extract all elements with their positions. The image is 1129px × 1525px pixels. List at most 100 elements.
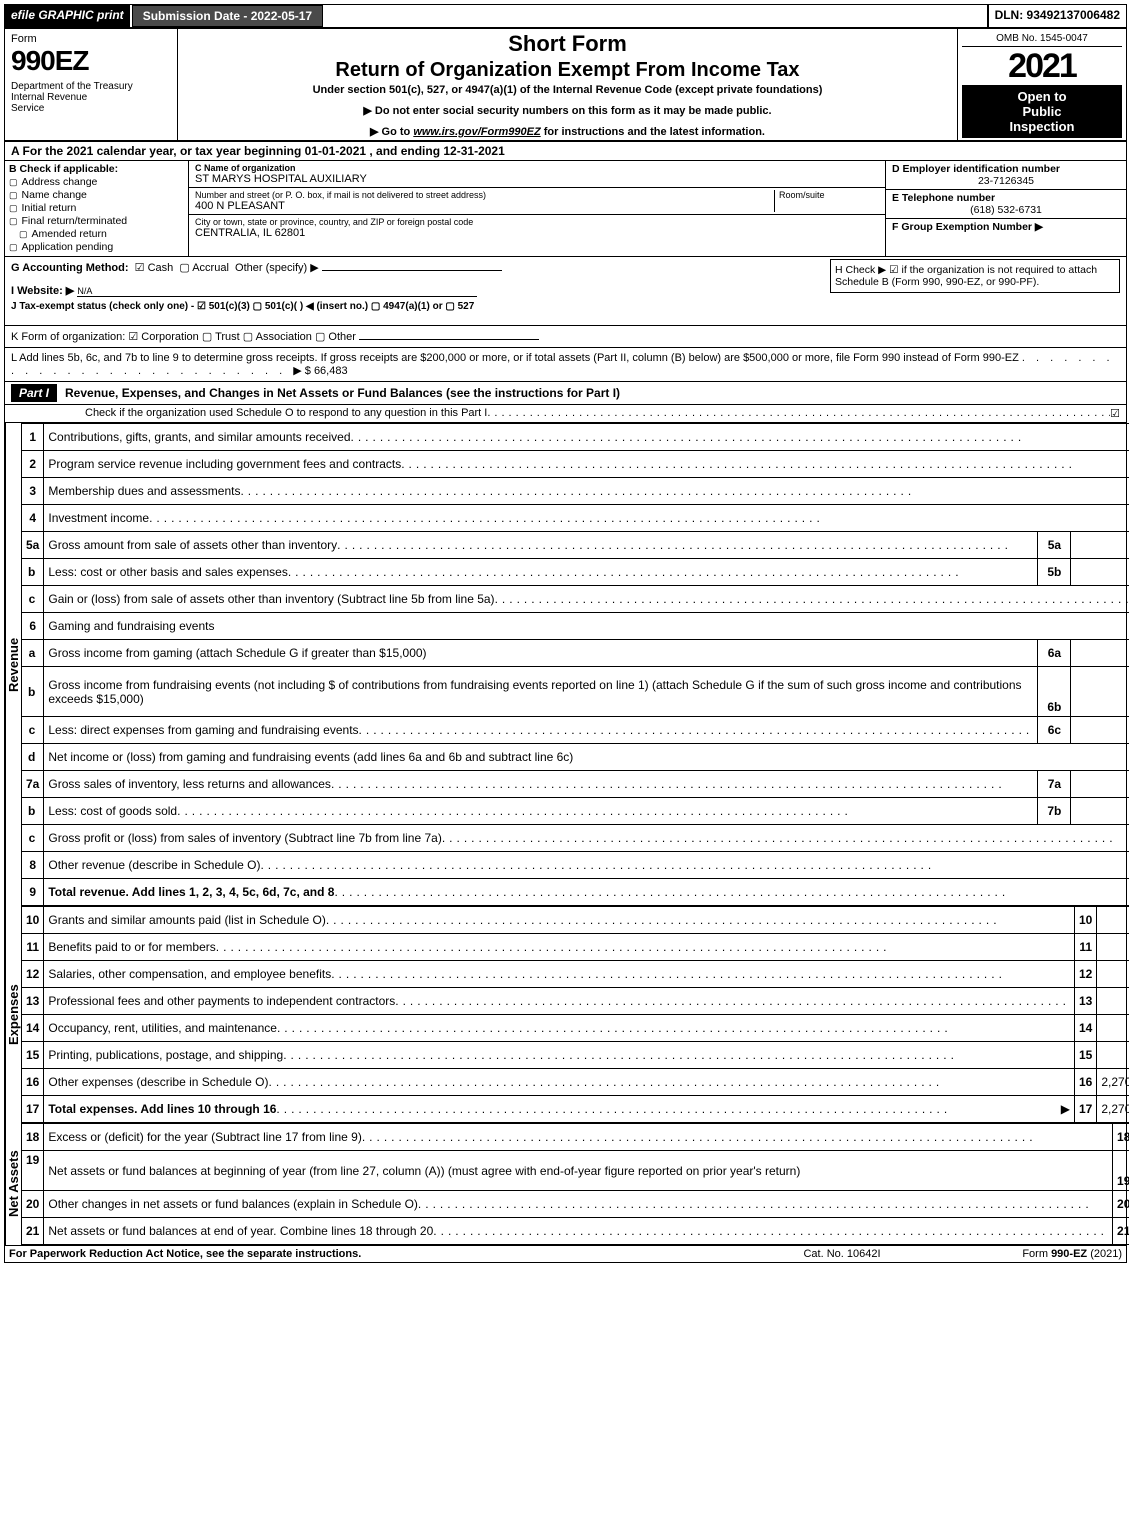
n: 12 [22,961,44,988]
line-6a: a Gross income from gaming (attach Sched… [22,640,1129,667]
dots [337,538,1033,552]
line-18: 18Excess or (deficit) for the year (Subt… [22,1124,1129,1151]
d: Grants and similar amounts paid (list in… [44,907,1075,934]
line-3-text: Membership dues and assessments [48,484,240,498]
line-10: 10Grants and similar amounts paid (list … [22,907,1129,934]
line-8-num: 8 [22,852,44,879]
line-2-num: 2 [22,451,44,478]
info-grid: B Check if applicable: Address change Na… [5,161,1126,257]
check-application-pending[interactable]: Application pending [9,241,184,253]
line-7b-text: Less: cost of goods sold [48,804,177,818]
t: Other expenses (describe in Schedule O) [48,1075,268,1089]
row-g-accounting: G Accounting Method: ☑ Cash ▢ Accrual Ot… [5,257,1126,326]
t: Occupancy, rent, utilities, and maintena… [48,1021,277,1035]
check-final-return[interactable]: Final return/terminated [9,215,184,227]
line-6-desc: Gaming and fundraising events [44,613,1129,640]
line-8-text: Other revenue (describe in Schedule O) [48,858,260,872]
form-number: 990EZ [11,45,171,77]
check-amended-return[interactable]: Amended return [19,228,184,240]
t: Total expenses. Add lines 10 through 16 [48,1102,276,1116]
line-4-text: Investment income [48,511,149,525]
line-19: 19Net assets or fund balances at beginni… [22,1151,1129,1191]
line-5c: c Gain or (loss) from sale of assets oth… [22,586,1129,613]
check-name-change[interactable]: Name change [9,189,184,201]
header-left: Form 990EZ Department of the Treasury In… [5,29,178,140]
irs-link[interactable]: www.irs.gov/Form990EZ [413,126,540,138]
main-title: Return of Organization Exempt From Incom… [182,59,953,82]
dots [495,592,1129,606]
arrow-icon: ▶ [1061,1102,1070,1116]
dots [326,913,1070,927]
d: Salaries, other compensation, and employ… [44,961,1075,988]
a [1097,907,1129,934]
line-5c-desc: Gain or (loss) from sale of assets other… [44,586,1129,613]
org-city-block: City or town, state or province, country… [189,215,885,241]
accounting-cash[interactable]: Cash [148,262,174,274]
accounting-other-input[interactable] [322,270,502,271]
directive-link: ▶ Go to www.irs.gov/Form990EZ for instru… [182,125,953,138]
phone-block: E Telephone number (618) 532-6731 [886,190,1126,219]
r: 19 [1113,1151,1129,1191]
line-7c-num: c [22,825,44,852]
check-address-change[interactable]: Address change [9,176,184,188]
line-5a-desc: Gross amount from sale of assets other t… [44,532,1038,559]
org-name-label-text: C Name of organization [195,163,296,173]
part-1-checkbox[interactable]: ☑ [1110,407,1120,420]
n: 19 [22,1151,44,1191]
line-6c: c Less: direct expenses from gaming and … [22,717,1129,744]
n: 21 [22,1218,44,1245]
line-6c-subval [1071,717,1129,744]
dots [288,565,1033,579]
row-k-org-form: K Form of organization: ☑ Corporation ▢ … [5,326,1126,348]
line-9: 9 Total revenue. Add lines 1, 2, 3, 4, 5… [22,879,1129,906]
t: Salaries, other compensation, and employ… [48,967,331,981]
directive-ssn: ▶ Do not enter social security numbers o… [182,104,953,117]
column-b-checkboxes: B Check if applicable: Address change Na… [5,161,189,256]
footer-notice: For Paperwork Reduction Act Notice, see … [9,1248,742,1260]
accounting-other[interactable]: Other (specify) ▶ [235,262,319,274]
line-5a: 5a Gross amount from sale of assets othe… [22,532,1129,559]
form-header: Form 990EZ Department of the Treasury In… [5,29,1126,142]
dln-number: DLN: 93492137006482 [987,5,1126,27]
revenue-table: 1 Contributions, gifts, grants, and simi… [22,423,1129,906]
part-1-check-text: Check if the organization used Schedule … [85,407,487,420]
line-6c-sublabel: 6c [1038,717,1071,744]
line-5a-num: 5a [22,532,44,559]
t: Excess or (deficit) for the year (Subtra… [48,1130,361,1144]
d: Other expenses (describe in Schedule O) [44,1069,1075,1096]
d: Net assets or fund balances at end of ye… [44,1218,1113,1245]
d: Professional fees and other payments to … [44,988,1075,1015]
dots [240,484,1129,498]
line-5a-text: Gross amount from sale of assets other t… [48,538,337,552]
top-bar: efile GRAPHIC print Submission Date - 20… [5,5,1126,29]
inspection-line2: Public [964,104,1120,119]
row-j-tax-status: J Tax-exempt status (check only one) - ☑… [11,301,1120,312]
line-6d: d Net income or (loss) from gaming and f… [22,744,1129,771]
line-5b-desc: Less: cost or other basis and sales expe… [44,559,1038,586]
r: 17 [1074,1096,1096,1123]
inspection-badge: Open to Public Inspection [962,85,1122,138]
part-1-header-row: Part I Revenue, Expenses, and Changes in… [5,382,1126,405]
line-6a-sublabel: 6a [1038,640,1071,667]
part-1-title: Revenue, Expenses, and Changes in Net As… [65,386,620,400]
section-a-tax-year: A For the 2021 calendar year, or tax yea… [5,142,1126,161]
org-form-other-input[interactable] [359,339,539,340]
line-7a-num: 7a [22,771,44,798]
accounting-accrual[interactable]: Accrual [192,262,229,274]
n: 15 [22,1042,44,1069]
revenue-side-label: Revenue [5,423,22,906]
check-initial-return[interactable]: Initial return [9,202,184,214]
line-1: 1 Contributions, gifts, grants, and simi… [22,424,1129,451]
line-7b: b Less: cost of goods sold 7b 29,479 [22,798,1129,825]
n: 20 [22,1191,44,1218]
footer-form-ref: Form 990-EZ (2021) [942,1248,1122,1260]
line-20: 20Other changes in net assets or fund ba… [22,1191,1129,1218]
line-5a-subval [1071,532,1129,559]
line-5b-text: Less: cost or other basis and sales expe… [48,565,287,579]
line-7a-sublabel: 7a [1038,771,1071,798]
org-name-label: C Name of organization [195,163,879,173]
line-13: 13Professional fees and other payments t… [22,988,1129,1015]
t: Professional fees and other payments to … [48,994,395,1008]
line-16: 16Other expenses (describe in Schedule O… [22,1069,1129,1096]
schedule-b-text: H Check ▶ ☑ if the organization is not r… [835,264,1097,288]
